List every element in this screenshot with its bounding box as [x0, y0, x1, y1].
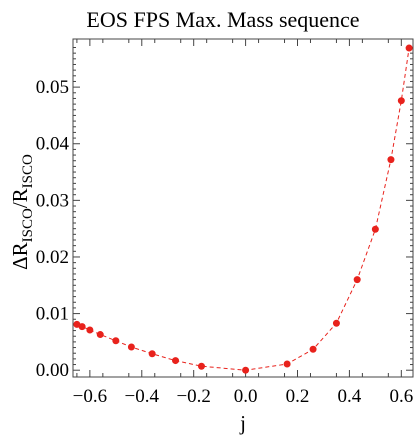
chart-title: EOS FPS Max. Mass sequence: [86, 7, 359, 32]
data-point: [172, 357, 180, 365]
x-tick-label: 0.4: [338, 386, 362, 407]
data-series: [73, 44, 413, 374]
x-axis-label: j: [239, 411, 246, 435]
x-tick-label: −0.6: [73, 386, 107, 407]
y-tick-labels: 0.00 0.01 0.02 0.03 0.04 0.05: [36, 77, 70, 381]
series-line: [76, 48, 410, 371]
y-tick-label: 0.01: [36, 304, 69, 325]
y-tick-label: 0.03: [36, 190, 69, 211]
data-point: [78, 323, 86, 331]
y-tick-label: 0.00: [36, 360, 69, 381]
data-point: [371, 225, 379, 233]
x-tick-label: −0.4: [125, 386, 160, 407]
y-label-main: ΔR: [8, 242, 32, 270]
y-tick-label: 0.05: [36, 77, 69, 98]
data-point: [283, 360, 291, 368]
data-point: [127, 343, 135, 351]
y-label-divider: /R: [8, 188, 32, 208]
y-tick-label: 0.02: [36, 247, 69, 268]
x-tick-labels: −0.6 −0.4 −0.2 0.0 0.2 0.4 0.6: [73, 386, 414, 407]
data-point: [96, 331, 104, 339]
x-tick-label: 0.6: [389, 386, 413, 407]
data-point: [86, 326, 94, 334]
data-point: [148, 350, 156, 358]
y-axis-label: ΔRISCO/RISCO: [8, 154, 36, 270]
plot-frame: [72, 38, 414, 378]
x-tick-label: 0.2: [286, 386, 310, 407]
data-point: [197, 362, 205, 370]
y-label-sub-isco-2: ISCO: [20, 154, 36, 188]
data-point: [332, 319, 340, 327]
axis-ticks: [73, 39, 413, 377]
y-tick-label: 0.04: [36, 134, 70, 155]
data-point: [405, 44, 413, 52]
data-point: [353, 276, 361, 284]
data-point: [242, 366, 250, 374]
x-tick-label: −0.2: [176, 386, 210, 407]
data-point: [112, 337, 120, 345]
data-point: [309, 345, 317, 353]
x-tick-label: 0.0: [234, 386, 258, 407]
data-point: [387, 156, 395, 164]
data-point: [397, 97, 405, 105]
y-label-sub-isco-1: ISCO: [20, 208, 36, 242]
